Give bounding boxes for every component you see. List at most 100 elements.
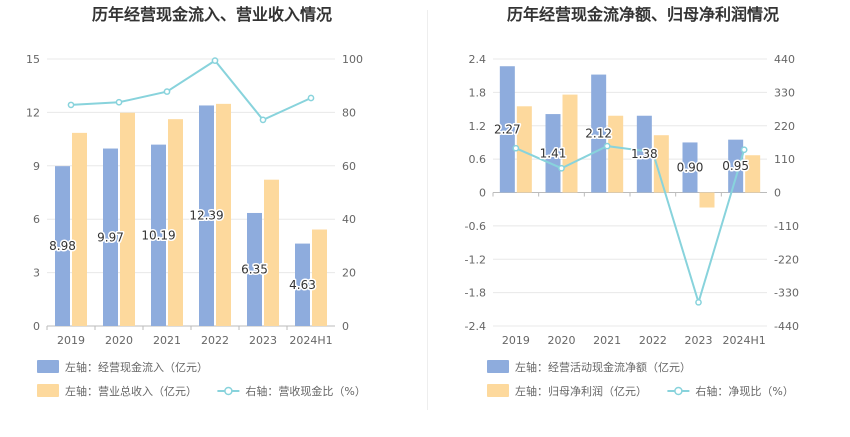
chart0-left-tick-label: 0	[33, 320, 40, 333]
chart0-left-tick-label: 9	[33, 160, 40, 173]
chart1-legend-marker	[674, 386, 683, 396]
chart1-bar-primary	[545, 114, 561, 193]
chart0-x-tick-label: 2021	[153, 334, 181, 347]
chart0-bar-secondary	[264, 179, 279, 326]
chart1-data-label: 2.12	[585, 127, 612, 141]
chart0-data-label: 8.98	[49, 239, 76, 253]
chart1-bar-primary	[728, 139, 744, 193]
chart1-left-tick-label: 0.6	[469, 153, 487, 166]
chart1-data-label: 2.27	[494, 122, 521, 136]
chart1-left-tick-label: -1.2	[465, 253, 486, 266]
chart1-left-tick-label: -0.6	[465, 220, 486, 233]
panel-divider	[427, 10, 428, 410]
chart1-x-tick-label: 2022	[639, 334, 667, 347]
chart1-ratio-point	[558, 164, 565, 172]
chart1-bar-secondary	[608, 115, 624, 193]
chart1-right-tick-label: 0	[774, 187, 781, 200]
chart1-data-label: 0.90	[677, 160, 704, 174]
chart0-title: 历年经营现金流入、营业收入情况	[92, 5, 332, 24]
chart0-x-tick-label: 2019	[57, 334, 85, 347]
chart0-legend-marker	[224, 386, 233, 396]
chart1-right-tick-label: -440	[774, 320, 799, 333]
chart1-bar-secondary	[516, 106, 532, 193]
chart1-left-tick-label: 1.8	[469, 86, 487, 99]
chart0-legend-label: 左轴：经营现金流入（亿元）	[65, 360, 208, 374]
chart0-x-tick-label: 2023	[249, 334, 277, 347]
chart1-bar-primary	[499, 66, 515, 193]
chart1-right-tick-label: 110	[774, 153, 795, 166]
chart0-right-tick-label: 40	[342, 213, 356, 226]
chart1-title: 历年经营现金流净额、归母净利润情况	[507, 5, 779, 24]
chart0-legend-label: 左轴：营业总收入（亿元）	[65, 384, 197, 398]
chart0-left-tick-label: 15	[26, 53, 40, 66]
chart0-left-tick-label: 6	[33, 213, 40, 226]
chart1-left-tick-label: 1.2	[469, 120, 487, 133]
chart1-data-label: 0.95	[722, 159, 749, 173]
chart0-right-tick-label: 0	[342, 320, 349, 333]
chart0-ratio-point	[259, 116, 267, 124]
chart0-right-tick-label: 100	[342, 53, 363, 66]
chart1-left-tick-label: -1.8	[465, 287, 486, 300]
chart0-ratio-line	[70, 59, 312, 122]
chart1-bar-primary	[591, 74, 607, 193]
chart0-data-label: 6.35	[241, 262, 268, 276]
chart0-bar-primary	[103, 148, 118, 326]
chart0-bar-primary	[295, 243, 310, 326]
chart0-x-tick-label: 2022	[201, 334, 229, 347]
chart1-right-tick-label: 330	[774, 86, 795, 99]
chart1-legend-swatch	[487, 384, 509, 397]
chart1-bar-secondary	[699, 192, 715, 208]
chart0-data-label: 4.63	[289, 278, 316, 292]
chart1-x-tick-label: 2023	[685, 334, 713, 347]
chart0-bar-primary	[151, 144, 166, 326]
chart1-x-tick-label: 2019	[502, 334, 530, 347]
chart1-right-tick-label: -110	[774, 220, 799, 233]
chart1-legend-swatch	[487, 360, 509, 373]
chart0-bar-primary	[55, 166, 70, 326]
chart1-x-tick-label: 2021	[593, 334, 621, 347]
chart0-data-label: 9.97	[97, 230, 124, 244]
chart1-right-tick-label: -220	[774, 253, 799, 266]
chart0-bar-secondary	[312, 229, 327, 326]
chart1-left-tick-label: -2.4	[465, 320, 486, 333]
chart0-left-tick-label: 3	[33, 267, 40, 280]
chart0-ratio-point	[211, 57, 219, 64]
chart0-bar-secondary	[168, 119, 183, 326]
chart0-legend-swatch	[37, 360, 59, 373]
chart0-bar-primary	[199, 105, 214, 326]
chart0-bar-secondary	[120, 112, 135, 326]
chart1-bar-secondary	[562, 94, 578, 193]
chart0-ratio-point	[115, 98, 123, 106]
chart0-left-tick-label: 12	[26, 106, 40, 119]
chart1-ratio-point	[649, 148, 657, 156]
chart1-bar-secondary	[653, 135, 669, 193]
chart0-legend-swatch	[37, 384, 59, 397]
chart1-ratio-line	[515, 145, 746, 306]
chart0-ratio-point	[67, 101, 75, 109]
chart1-x-tick-label: 2024H1	[723, 334, 766, 347]
chart1-bar-secondary	[745, 155, 761, 193]
chart0-x-tick-label: 2024H1	[289, 334, 332, 347]
chart1-ratio-point	[512, 144, 520, 152]
chart1-right-tick-label: -330	[774, 287, 799, 300]
chart1-data-label: 1.41	[540, 146, 567, 160]
chart1-ratio-point	[603, 142, 611, 150]
chart0-right-tick-label: 60	[342, 160, 356, 173]
chart1-data-label: 1.38	[631, 147, 658, 161]
chart0-data-label: 12.39	[189, 209, 223, 223]
chart1-legend-label: 左轴：经营活动现金流净额（亿元）	[515, 360, 691, 374]
chart0-bar-secondary	[216, 103, 231, 326]
chart1-right-tick-label: 220	[774, 120, 795, 133]
chart0-x-tick-label: 2020	[105, 334, 133, 347]
chart0-bar-secondary	[72, 132, 87, 326]
chart0-bar-primary	[247, 212, 262, 326]
chart1-x-tick-label: 2020	[548, 334, 576, 347]
chart1-ratio-point	[695, 298, 702, 306]
chart0-right-tick-label: 20	[342, 267, 356, 280]
chart0-ratio-point	[163, 88, 171, 95]
chart1-bar-primary	[636, 115, 652, 193]
chart0-legend-label: 右轴：营收现金比（%）	[245, 384, 365, 398]
chart0-ratio-point	[307, 94, 315, 102]
chart0-right-tick-label: 80	[342, 106, 356, 119]
